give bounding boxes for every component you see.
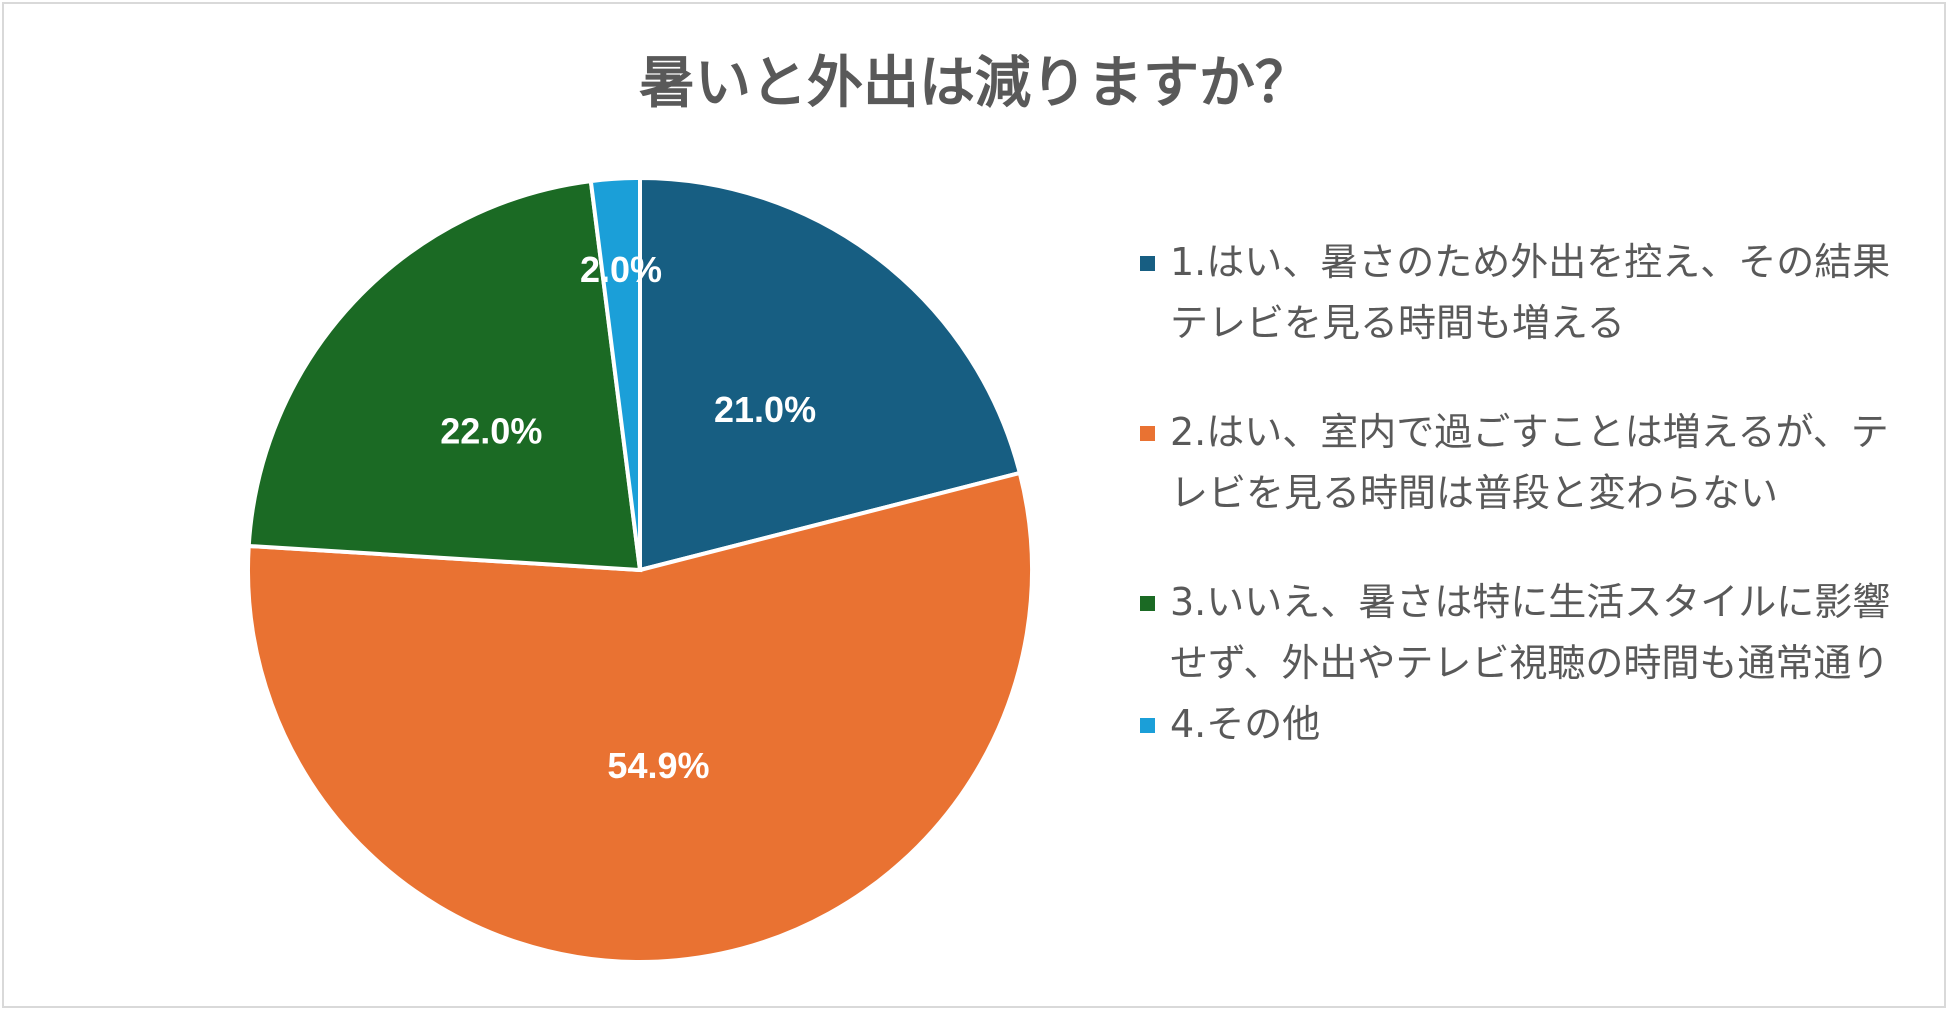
chart-title: 暑いと外出は減りますか？ [639,51,1311,116]
legend-item-1: 1.はい、暑さのため外出を控え、その結果テレビを見る時間も増える [1140,232,1920,354]
data-label-2: 54.9% [607,745,709,786]
legend-item-2: 2.はい、室内で過ごすことは増えるが、テレビを見る時間は普段と変わらない [1140,402,1920,524]
slice-yes-same-tv [246,470,1034,964]
legend-label-2: 2.はい、室内で過ごすことは増えるが、テレビを見る時間は普段と変わらない [1170,410,1889,515]
legend-swatch-2 [1140,426,1155,441]
legend-swatch-4 [1140,718,1155,733]
pie-data-labels: 21.0% 54.9% 22.0% 2.0% [440,249,816,786]
legend: 1.はい、暑さのため外出を控え、その結果テレビを見る時間も増える 2.はい、室内… [1140,232,1920,803]
legend-item-3: 3.いいえ、暑さは特に生活スタイルに影響せず、外出やテレビ視聴の時間も通常通り [1140,572,1920,694]
pie-slices [246,175,1034,964]
slice-other [588,175,642,571]
legend-swatch-3 [1140,596,1155,611]
slice-no-change [246,178,643,573]
legend-label-3: 3.いいえ、暑さは特に生活スタイルに影響せず、外出やテレビ視聴の時間も通常通り [1170,580,1891,685]
legend-swatch-1 [1140,256,1155,271]
data-label-1: 21.0% [714,389,816,430]
data-label-3: 22.0% [440,411,542,452]
legend-label-1: 1.はい、暑さのため外出を控え、その結果テレビを見る時間も増える [1170,240,1891,345]
slice-yes-more-tv [638,175,1023,573]
data-label-4: 2.0% [580,249,662,290]
legend-item-4: 4.その他 [1140,694,1920,755]
legend-label-4: 4.その他 [1170,702,1321,746]
